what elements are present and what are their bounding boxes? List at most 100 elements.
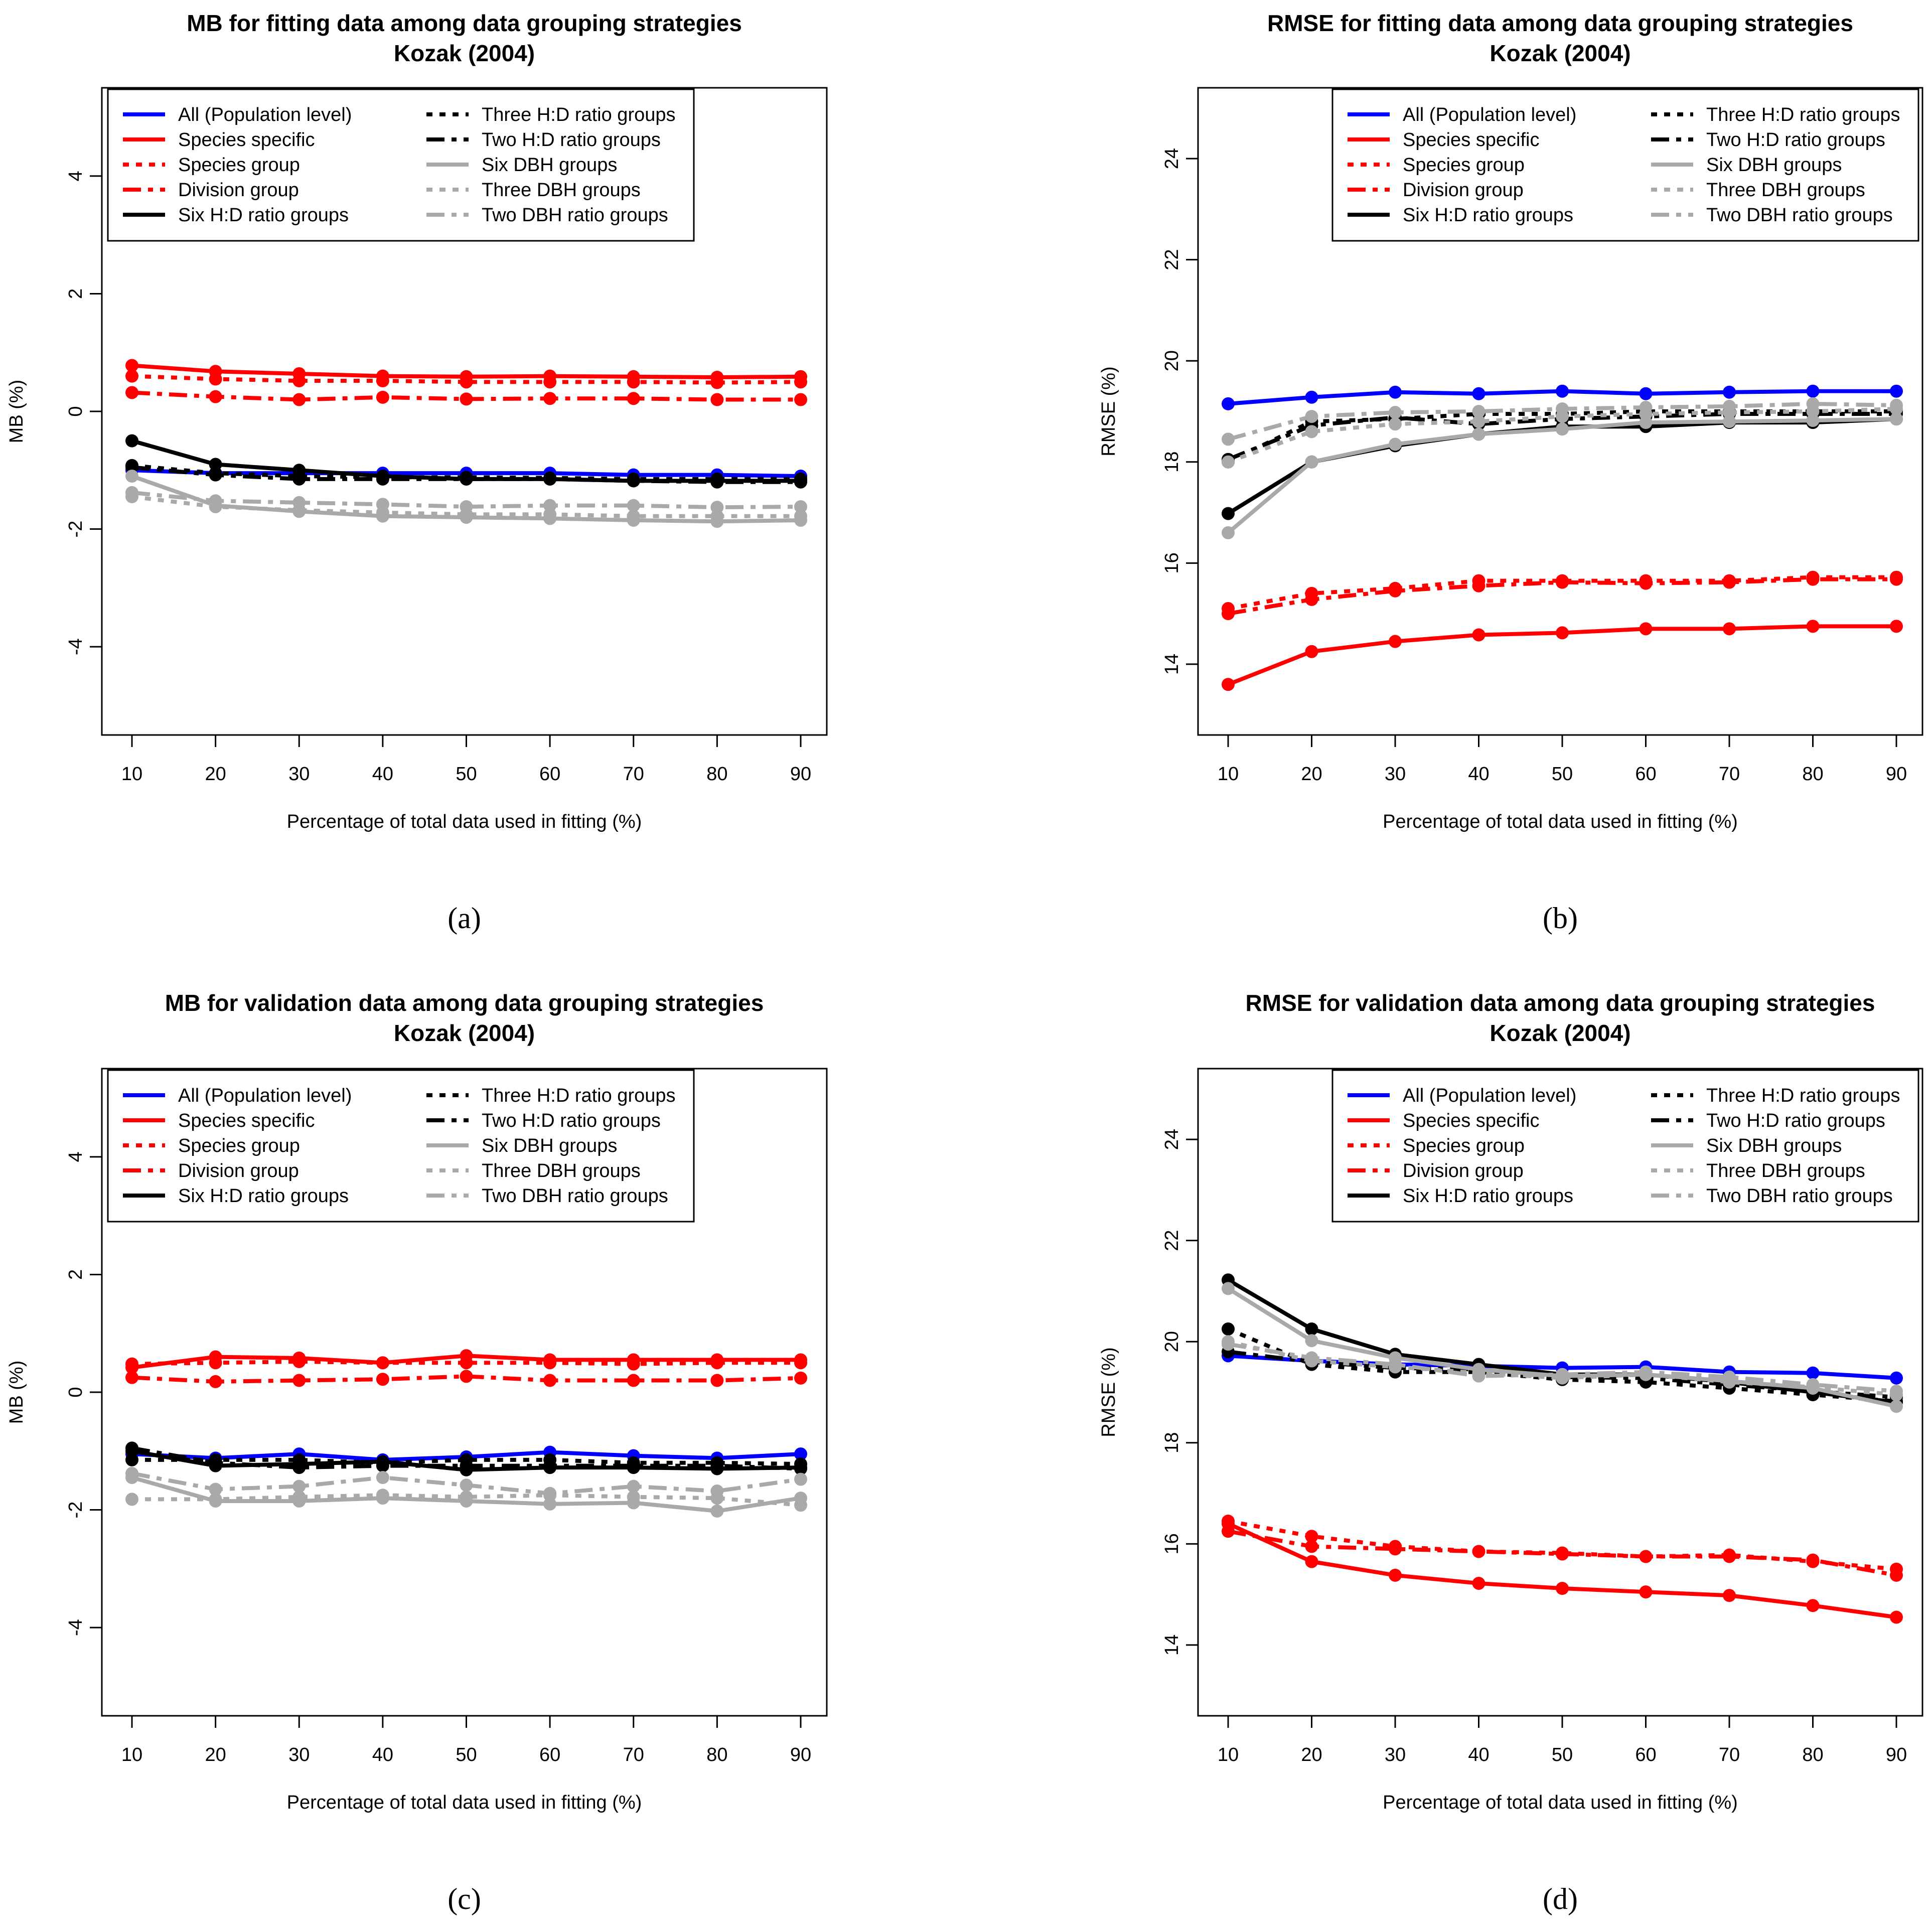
x-tick-label: 30 bbox=[1385, 1744, 1406, 1765]
legend-label-species-group: Species group bbox=[1403, 155, 1525, 176]
x-tick-label: 60 bbox=[1635, 1744, 1656, 1765]
chart-title: MB for fitting data among data grouping … bbox=[187, 10, 742, 36]
data-point-species-group bbox=[710, 376, 724, 389]
data-point-division-group bbox=[794, 1371, 807, 1385]
x-tick-label: 10 bbox=[121, 764, 142, 785]
x-tick-label: 40 bbox=[1468, 1744, 1489, 1765]
data-point-division-group bbox=[292, 1374, 306, 1387]
data-point-two-dbh-ratio-groups bbox=[1723, 1370, 1736, 1384]
data-point-division-group bbox=[794, 393, 807, 406]
x-tick-label: 60 bbox=[1635, 764, 1656, 785]
legend-label-six-h-d-ratio-groups: Six H:D ratio groups bbox=[1403, 1186, 1573, 1207]
data-point-two-dbh-ratio-groups bbox=[1639, 1365, 1653, 1379]
data-point-all-population-level bbox=[794, 1447, 807, 1461]
x-tick-label: 40 bbox=[1468, 764, 1489, 785]
legend-label-species-specific: Species specific bbox=[178, 129, 315, 151]
y-tick-label: 18 bbox=[1161, 1432, 1182, 1453]
data-point-two-h-d-ratio-groups bbox=[125, 1441, 138, 1455]
data-point-all-population-level bbox=[1222, 397, 1235, 410]
data-point-division-group bbox=[1472, 1545, 1485, 1558]
chart-subtitle: Kozak (2004) bbox=[394, 1020, 535, 1046]
data-point-division-group bbox=[627, 1374, 640, 1387]
legend-label-species-specific: Species specific bbox=[1403, 1110, 1539, 1131]
legend-label-six-h-d-ratio-groups: Six H:D ratio groups bbox=[178, 1186, 349, 1207]
data-point-species-group bbox=[1222, 1514, 1235, 1528]
data-point-two-dbh-ratio-groups bbox=[292, 496, 306, 509]
legend-label-division-group: Division group bbox=[178, 1160, 299, 1181]
data-point-species-specific bbox=[1639, 622, 1653, 636]
legend: All (Population level) Species specific Sp… bbox=[107, 88, 695, 242]
data-point-three-dbh-groups bbox=[125, 1493, 138, 1506]
legend-label-species-group: Species group bbox=[178, 155, 300, 176]
data-point-division-group bbox=[1556, 1547, 1569, 1561]
chart-subtitle: Kozak (2004) bbox=[1490, 1020, 1630, 1046]
data-point-division-group bbox=[543, 392, 557, 405]
data-point-division-group bbox=[543, 1374, 557, 1387]
y-tick-label: 4 bbox=[65, 1151, 86, 1162]
data-point-six-dbh-groups bbox=[1723, 415, 1736, 428]
data-point-two-h-d-ratio-groups bbox=[627, 474, 640, 488]
data-point-six-dbh-groups bbox=[125, 470, 138, 483]
legend-box bbox=[1331, 88, 1919, 242]
data-point-species-group bbox=[209, 372, 222, 386]
legend-label-species-group: Species group bbox=[178, 1135, 300, 1156]
data-point-species-specific bbox=[1890, 620, 1903, 633]
data-point-division-group bbox=[627, 392, 640, 405]
data-point-two-dbh-ratio-groups bbox=[794, 500, 807, 513]
data-point-two-h-d-ratio-groups bbox=[292, 1461, 306, 1474]
data-point-two-dbh-ratio-groups bbox=[1639, 400, 1653, 414]
x-axis-label: Percentage of total data used in fitting… bbox=[287, 811, 642, 832]
y-tick-label: 24 bbox=[1161, 1129, 1182, 1150]
legend: All (Population level) Species specific Sp… bbox=[1331, 1069, 1919, 1223]
y-tick-label: 0 bbox=[65, 1387, 86, 1397]
y-axis-label: RMSE (%) bbox=[1098, 1347, 1119, 1437]
data-point-species-specific bbox=[1723, 622, 1736, 636]
data-point-species-group bbox=[292, 374, 306, 388]
data-point-six-dbh-groups bbox=[1305, 1334, 1318, 1348]
x-tick-label: 90 bbox=[1886, 1744, 1907, 1765]
data-point-two-h-d-ratio-groups bbox=[543, 1459, 557, 1472]
y-tick-label: 0 bbox=[65, 406, 86, 416]
panel-a: MB for fitting data among data grouping … bbox=[6, 10, 828, 935]
y-tick-label: 18 bbox=[1161, 452, 1182, 473]
data-point-two-dbh-ratio-groups bbox=[1472, 405, 1485, 418]
data-point-three-dbh-groups bbox=[794, 1499, 807, 1512]
y-axis-label: MB (%) bbox=[6, 380, 27, 443]
data-point-six-h-d-ratio-groups bbox=[1222, 507, 1235, 520]
legend-label-six-h-d-ratio-groups: Six H:D ratio groups bbox=[178, 205, 349, 226]
data-point-division-group bbox=[1222, 1525, 1235, 1538]
panel-label: (c) bbox=[448, 1882, 481, 1915]
data-point-species-specific bbox=[1806, 1599, 1820, 1612]
x-tick-label: 30 bbox=[288, 764, 310, 785]
data-point-two-h-d-ratio-groups bbox=[794, 475, 807, 489]
legend-label-three-dbh-groups: Three DBH groups bbox=[1706, 1160, 1865, 1181]
data-point-six-dbh-groups bbox=[1556, 422, 1569, 436]
data-point-two-dbh-ratio-groups bbox=[376, 498, 389, 511]
panel-c: MB for validation data among data groupi… bbox=[6, 990, 828, 1915]
data-point-six-dbh-groups bbox=[1890, 1400, 1903, 1413]
data-point-six-dbh-groups bbox=[1222, 526, 1235, 539]
data-point-division-group bbox=[209, 1375, 222, 1388]
series-group bbox=[1222, 1273, 1903, 1624]
data-point-species-group bbox=[794, 1356, 807, 1370]
legend-label-three-h-d-ratio-groups: Three H:D ratio groups bbox=[1706, 1085, 1900, 1106]
x-tick-label: 60 bbox=[539, 764, 560, 785]
data-point-two-dbh-ratio-groups bbox=[125, 1466, 138, 1480]
data-point-species-group bbox=[292, 1355, 306, 1369]
data-point-species-group bbox=[209, 1356, 222, 1370]
x-tick-label: 90 bbox=[790, 764, 811, 785]
x-tick-label: 80 bbox=[706, 1744, 727, 1765]
data-point-two-dbh-ratio-groups bbox=[460, 500, 473, 513]
data-point-species-group bbox=[460, 375, 473, 389]
x-tick-label: 70 bbox=[623, 1744, 644, 1765]
chart-subtitle: Kozak (2004) bbox=[394, 40, 535, 66]
data-point-division-group bbox=[1389, 1542, 1402, 1556]
data-point-all-population-level bbox=[1890, 384, 1903, 398]
x-tick-label: 50 bbox=[456, 1744, 477, 1765]
legend-label-six-dbh-groups: Six DBH groups bbox=[482, 1135, 617, 1156]
data-point-species-specific bbox=[1305, 645, 1318, 658]
data-point-all-population-level bbox=[1472, 387, 1485, 400]
y-tick-label: 22 bbox=[1161, 249, 1182, 270]
